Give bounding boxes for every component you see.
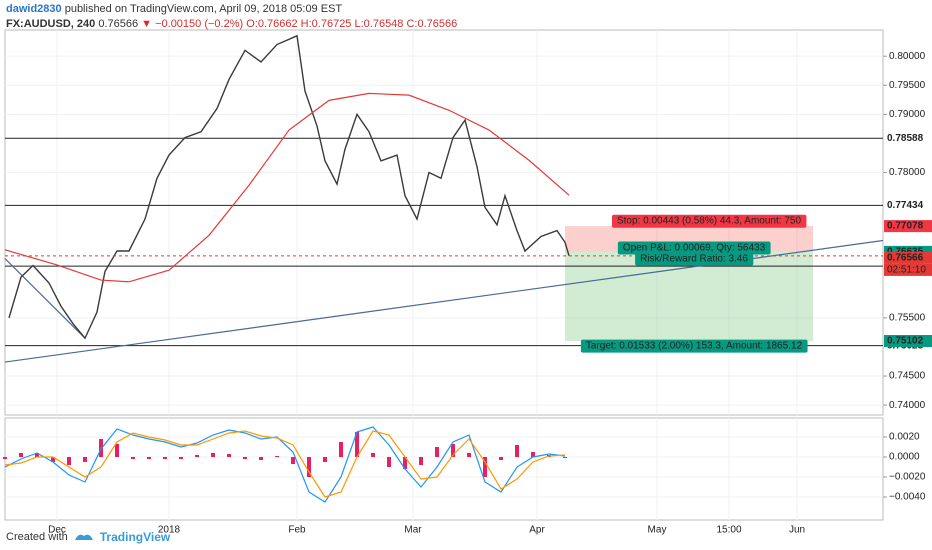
level-label: 0.77434	[887, 200, 924, 211]
ratio-label: Risk/Reward Ratio: 3.46	[640, 254, 748, 265]
histogram-bar	[371, 453, 375, 457]
published: published on TradingView.com, April 09, …	[64, 3, 343, 15]
macd-frame	[4, 417, 884, 521]
level-label: 0.78588	[887, 133, 924, 144]
histogram-bar	[499, 457, 503, 460]
stop-price: 0.77078	[887, 221, 924, 232]
histogram-bar	[179, 457, 183, 459]
user[interactable]: dawid2830	[6, 3, 62, 15]
x-tick-label: Mar	[404, 525, 422, 536]
stop-label: Stop: 0.00443 (0.58%) 44.3, Amount: 750	[617, 216, 801, 227]
current-price: 0.76566	[887, 253, 924, 264]
histogram-bar	[435, 447, 439, 457]
x-tick-label: Apr	[529, 525, 545, 536]
target-label-bg	[580, 339, 808, 353]
y-tick-label: −0.0020	[889, 472, 926, 483]
y-tick-label: 0.79500	[889, 80, 926, 91]
ratio-label-bg	[635, 252, 754, 266]
histogram-bar	[51, 457, 55, 462]
arrow: ▼	[141, 18, 153, 30]
countdown: 02:51:10	[887, 265, 926, 276]
histogram-bar	[307, 457, 311, 477]
histogram-bar	[323, 457, 327, 462]
x-tick-label: Dec	[48, 525, 66, 536]
trendline	[4, 258, 86, 339]
target-zone	[565, 251, 813, 342]
y-tick-label: 0.0000	[889, 452, 920, 463]
histogram-bar	[403, 457, 407, 469]
histogram-bar	[35, 453, 39, 457]
price-line	[8, 34, 570, 340]
created: Created with	[6, 531, 68, 543]
level-label-bg	[884, 132, 932, 145]
histogram-bar	[275, 456, 279, 457]
histogram-bar	[147, 457, 151, 459]
level-label-bg	[884, 199, 932, 212]
y-tick-label: 0.80000	[889, 51, 926, 62]
histogram-bar	[99, 439, 103, 457]
x-tick-label: 15:00	[716, 525, 741, 536]
x-tick-label: May	[648, 525, 667, 536]
brand[interactable]: TradingView	[99, 530, 171, 544]
stop-label-bg	[611, 214, 807, 228]
pnl-label-bg	[617, 241, 771, 255]
histogram-bar	[515, 445, 519, 457]
y-tick-label: 0.0020	[889, 432, 920, 443]
ohlc: O:0.76662 H:0.76725 L:0.76548 C:0.76566	[246, 18, 458, 30]
histogram-bar	[115, 444, 119, 457]
entry-price-bg	[884, 245, 932, 258]
y-tick-label: 0.74500	[889, 371, 926, 382]
symbol: FX:AUDUSD, 240	[6, 18, 96, 30]
histogram-bar	[211, 453, 215, 457]
histogram-bar	[227, 454, 231, 457]
signal-line	[4, 430, 566, 498]
stop-price-bg	[884, 220, 932, 233]
logo	[74, 534, 93, 540]
x-tick-label: Jun	[789, 525, 805, 536]
histogram-bar	[163, 457, 167, 459]
y-tick-label: 0.74000	[889, 400, 926, 411]
histogram-bar	[563, 457, 567, 458]
target-price: 0.75102	[887, 336, 924, 347]
x-tick-label: 2018	[158, 525, 181, 536]
histogram-bar	[195, 455, 199, 457]
moving-average	[4, 92, 570, 283]
current-price-bg	[884, 251, 932, 264]
histogram-bar	[243, 457, 247, 459]
histogram-bar	[291, 457, 295, 464]
histogram-bar	[531, 452, 535, 457]
target-label: Target: 0.01533 (2.00%) 153.3, Amount: 1…	[586, 341, 803, 352]
change: −0.00150 (−0.2%)	[155, 18, 244, 30]
histogram-bar	[259, 457, 263, 460]
histogram-bar	[355, 432, 359, 457]
histogram-bar	[419, 457, 423, 465]
last: 0.76566	[98, 18, 139, 30]
histogram-bar	[131, 457, 135, 459]
target-price-bg	[884, 335, 932, 348]
histogram-bar	[339, 442, 343, 457]
histogram-bar	[19, 453, 23, 457]
histogram-bar	[467, 453, 471, 457]
y-tick-label: 0.75500	[889, 313, 926, 324]
x-tick-label: Feb	[288, 525, 306, 536]
pnl-label: Open P&L: 0.00069, Qty: 56433	[623, 243, 766, 254]
y-tick-label: 0.79000	[889, 109, 926, 120]
plot-frame	[4, 29, 884, 416]
histogram-bar	[451, 444, 455, 457]
histogram-bar	[3, 457, 7, 459]
countdown-bg	[884, 263, 932, 276]
histogram-bar	[483, 457, 487, 477]
header: dawid2830 published on TradingView.com, …	[6, 2, 457, 32]
y-tick-label: 0.78000	[889, 167, 926, 178]
y-tick-label: −0.0040	[889, 492, 926, 503]
histogram-bar	[83, 457, 87, 462]
histogram-bar	[387, 457, 391, 467]
histogram-bar	[67, 457, 71, 465]
macd-line	[4, 426, 566, 503]
footer: Created with TradingView	[6, 530, 170, 544]
